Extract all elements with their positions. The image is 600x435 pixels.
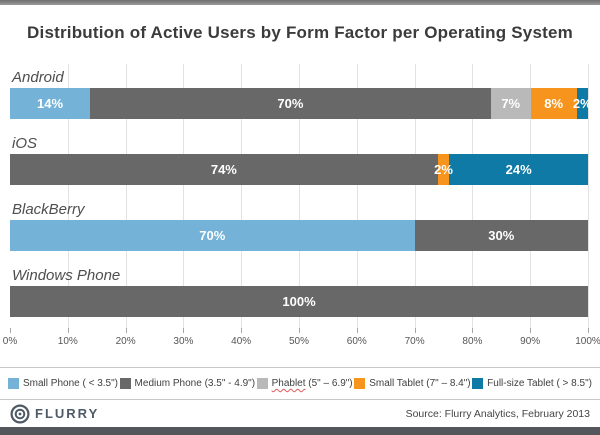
axis-tick: [414, 328, 416, 333]
axis-tick: [356, 328, 358, 333]
bar-segment: 100%: [10, 286, 588, 317]
legend-label: Small Phone ( < 3.5"): [23, 378, 118, 389]
gridline: [299, 64, 300, 328]
gridline: [67, 64, 69, 328]
chart-row-android: Android 14% 70% 7% 8% 2%: [10, 64, 592, 130]
axis-tick: [183, 328, 185, 333]
bar-segment-label: 7%: [501, 96, 521, 111]
gridline: [588, 64, 589, 328]
legend-item: Phablet (5" – 6.9"): [256, 378, 353, 389]
bar-segment: 14%: [10, 88, 91, 119]
bar-segment-label: 70%: [199, 228, 226, 243]
chart-row-windows-phone: Windows Phone 100%: [10, 262, 588, 328]
axis-tick-label: 80%: [462, 336, 483, 347]
os-label-windows-phone: Windows Phone: [12, 267, 121, 284]
chart-row-ios: iOS 74% 2% 24%: [10, 130, 588, 196]
legend-item: Full-size Tablet ( > 8.5"): [472, 378, 592, 389]
chart-row-blackberry: BlackBerry 70% 30%: [10, 196, 588, 262]
axis-tick: [472, 328, 474, 333]
bar-ios: 74% 2% 24%: [10, 154, 588, 185]
axis-tick-label: 50%: [288, 336, 310, 347]
axis-tick: [530, 328, 532, 333]
bar-segment: 2%: [573, 88, 592, 119]
gridline: [125, 64, 127, 328]
os-label-android: Android: [12, 69, 64, 86]
axis-tick: [299, 328, 300, 333]
bar-segment-label: 24%: [505, 162, 532, 177]
axis-tick-label: 10%: [57, 336, 78, 347]
legend-color-chip: [354, 378, 366, 389]
axis-tick: [241, 328, 243, 333]
axis-tick: [125, 328, 127, 333]
bar-segment-label: 100%: [282, 294, 316, 309]
legend-label: Phablet (5" – 6.9"): [271, 378, 353, 389]
bar-segment-label: 2%: [434, 162, 453, 177]
x-axis: 0% 10% 20% 30% 40% 50% 60% 70% 80% 90% 100%: [3, 328, 600, 354]
bar-segment-label: 70%: [277, 96, 304, 111]
legend-color-chip: [8, 378, 19, 389]
source-text: Source: Flurry Analytics, February 2013: [405, 407, 590, 420]
bar-segment: 24%: [449, 154, 588, 185]
flurry-logo-icon: [10, 404, 30, 423]
os-label-blackberry: BlackBerry: [12, 201, 85, 218]
bar-segment: 8%: [530, 88, 577, 119]
gridline: [530, 64, 532, 328]
bar-segment: 2%: [434, 154, 453, 185]
legend-label: Small Tablet (7" – 8.4"): [369, 378, 471, 389]
legend-item: Small Tablet (7" – 8.4"): [354, 378, 471, 389]
legend: Small Phone ( < 3.5") Medium Phone (3.5" …: [0, 367, 600, 400]
legend-label: Medium Phone (3.5" - 4.9"): [134, 378, 256, 389]
bar-segment-label: 14%: [37, 96, 64, 111]
legend-label: Full-size Tablet ( > 8.5"): [487, 378, 592, 389]
bar-segment-label: 30%: [488, 228, 515, 243]
axis-tick-label: 60%: [346, 336, 367, 347]
bar-segment: 30%: [414, 220, 588, 251]
os-label-ios: iOS: [12, 135, 38, 152]
bar-segment-label: 8%: [544, 96, 564, 111]
legend-color-chip: [472, 378, 484, 389]
gridline: [183, 64, 185, 328]
footer: FLURRY Source: Flurry Analytics, Februar…: [0, 400, 600, 427]
bar-segment: 7%: [490, 88, 531, 119]
legend-color-chip: [256, 378, 268, 389]
bar-windows-phone: 100%: [10, 286, 588, 317]
gridline: [241, 64, 243, 328]
axis-tick: [67, 328, 69, 333]
gridline: [356, 64, 358, 328]
axis-tick-label: 0%: [2, 336, 18, 347]
legend-item: Small Phone ( < 3.5"): [8, 378, 118, 389]
gridline: [414, 64, 416, 328]
bar-blackberry: 70% 30%: [10, 220, 588, 251]
bar-segment: 70%: [90, 88, 491, 119]
gridlines: [10, 64, 589, 328]
plot-area: Android 14% 70% 7% 8% 2% iOS 74% 2% 24% BlackB…: [10, 64, 592, 328]
axis-tick-label: 20%: [115, 336, 136, 347]
bar-android: 14% 70% 7% 8% 2%: [10, 88, 592, 119]
bar-segment: 74%: [10, 154, 438, 185]
axis-tick: [10, 328, 11, 333]
bottom-accent-bar: [0, 427, 600, 435]
axis-tick-label: 100%: [575, 336, 600, 347]
legend-item: Medium Phone (3.5" - 4.9"): [119, 378, 256, 389]
axis-tick-label: 70%: [404, 336, 425, 347]
axis-tick-label: 40%: [231, 336, 252, 347]
axis-tick-label: 90%: [520, 336, 541, 347]
flurry-logo: FLURRY: [10, 404, 99, 424]
gridline: [472, 64, 474, 328]
bar-segment: 70%: [10, 220, 415, 251]
axis-tick-label: 30%: [173, 336, 194, 347]
legend-color-chip: [119, 378, 131, 389]
bar-segment-label: 2%: [572, 96, 592, 111]
chart-title: Distribution of Active Users by Form Fac…: [27, 23, 573, 42]
bar-segment-label: 74%: [210, 162, 237, 177]
flurry-logo-text: FLURRY: [35, 406, 100, 421]
top-accent-bar: [0, 0, 600, 5]
axis-tick: [588, 328, 589, 333]
